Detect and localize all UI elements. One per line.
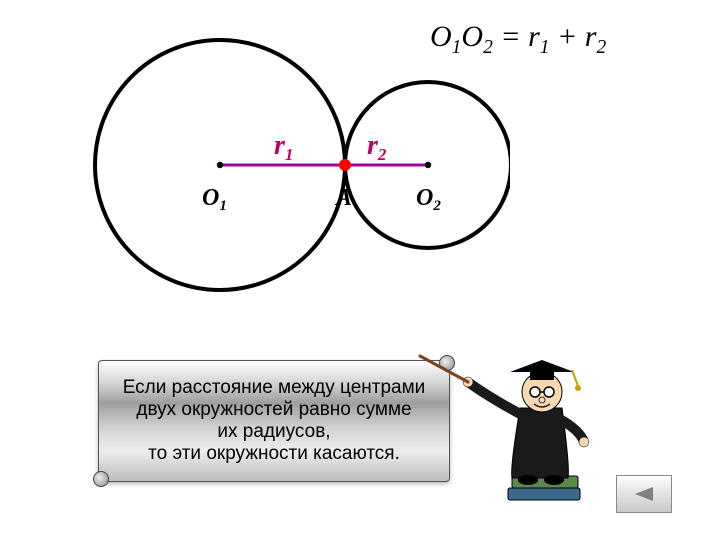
scroll-curl-bottom <box>93 471 109 487</box>
theorem-line: их радиусов, <box>217 421 330 443</box>
svg-text:r2: r2 <box>367 130 387 164</box>
svg-text:А: А <box>334 185 352 211</box>
svg-text:О2: О2 <box>416 185 441 214</box>
professor-clipart <box>450 338 610 508</box>
theorem-line: двух окружностей равно сумме <box>136 399 411 421</box>
theorem-scroll: Если расстояние между центрамидвух окруж… <box>98 360 450 482</box>
theorem-line: Если расстояние между центрами <box>123 377 426 399</box>
theorem-line: то эти окружности касаются. <box>148 443 400 465</box>
svg-text:r1: r1 <box>274 130 293 164</box>
svg-text:О1: О1 <box>202 185 227 214</box>
arrow-left-icon <box>629 484 659 504</box>
circles-diagram: r1 r2 О1 О2 А <box>90 20 510 310</box>
nav-back-button[interactable] <box>616 475 672 513</box>
